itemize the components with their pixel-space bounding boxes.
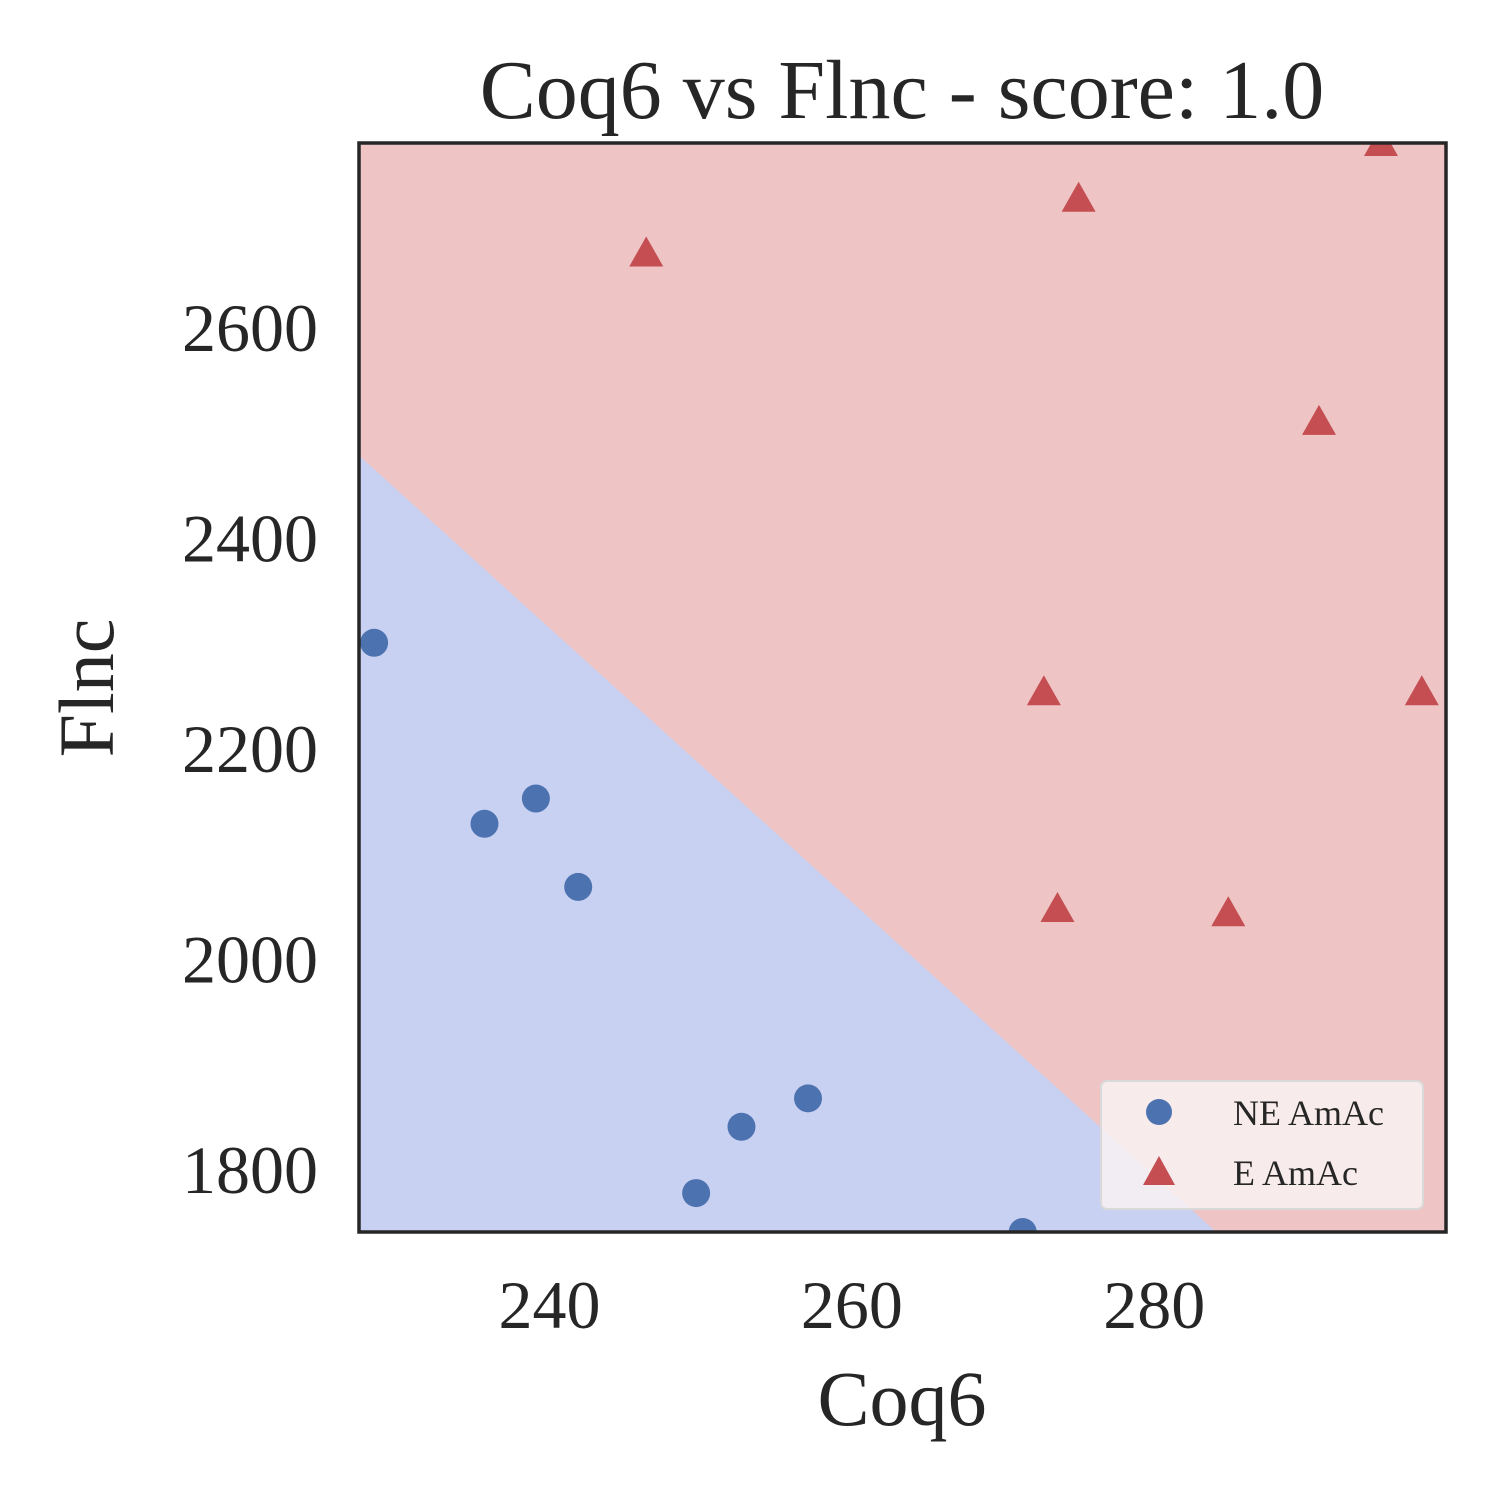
data-point-e-amac xyxy=(1061,181,1096,212)
x-tick-label: 240 xyxy=(498,1267,600,1343)
data-point-ne-amac xyxy=(727,1112,756,1141)
data-point-e-amac xyxy=(1363,143,1398,156)
data-point-e-amac xyxy=(629,236,664,267)
x-axis-label: Coq6 xyxy=(817,1355,986,1442)
y-tick-label: 2200 xyxy=(182,711,318,787)
x-tick-label: 260 xyxy=(801,1267,903,1343)
x-tick-label: 280 xyxy=(1103,1267,1205,1343)
data-point-ne-amac xyxy=(521,784,550,813)
x-axis-ticks: 240 260 280 xyxy=(498,1267,1205,1343)
chart-title: Coq6 vs Flnc - score: 1.0 xyxy=(480,44,1325,137)
data-point-e-amac xyxy=(1026,675,1061,706)
data-point-ne-amac xyxy=(470,809,499,838)
legend-marker-ne-amac xyxy=(1146,1099,1172,1125)
data-point-ne-amac xyxy=(360,628,389,657)
data-point-e-amac xyxy=(1404,675,1439,706)
legend-box xyxy=(1100,1080,1424,1210)
legend: NE AmAc E AmAc xyxy=(1100,1080,1424,1210)
y-tick-label: 2400 xyxy=(182,501,318,577)
data-points xyxy=(360,143,1439,1232)
data-point-ne-amac xyxy=(564,872,593,901)
data-point-ne-amac xyxy=(1008,1218,1037,1232)
y-tick-label: 2600 xyxy=(182,290,318,366)
decision-region-ne-amac xyxy=(359,455,1217,1232)
plot-frame xyxy=(357,141,1448,1234)
data-point-e-amac xyxy=(1040,891,1075,922)
data-point-e-amac xyxy=(1211,896,1246,927)
plot-area xyxy=(359,143,1446,1232)
legend-label-ne-amac: NE AmAc xyxy=(1233,1093,1384,1133)
y-axis-label: Flnc xyxy=(43,619,130,758)
legend-marker-e-amac xyxy=(1143,1156,1175,1185)
y-tick-label: 1800 xyxy=(182,1132,318,1208)
data-point-e-amac xyxy=(1302,404,1337,435)
y-axis-ticks: 1800 2000 2200 2400 2600 xyxy=(182,290,318,1208)
legend-label-e-amac: E AmAc xyxy=(1233,1153,1358,1193)
data-point-ne-amac xyxy=(794,1084,823,1113)
data-point-ne-amac xyxy=(682,1179,711,1208)
y-tick-label: 2000 xyxy=(182,921,318,997)
